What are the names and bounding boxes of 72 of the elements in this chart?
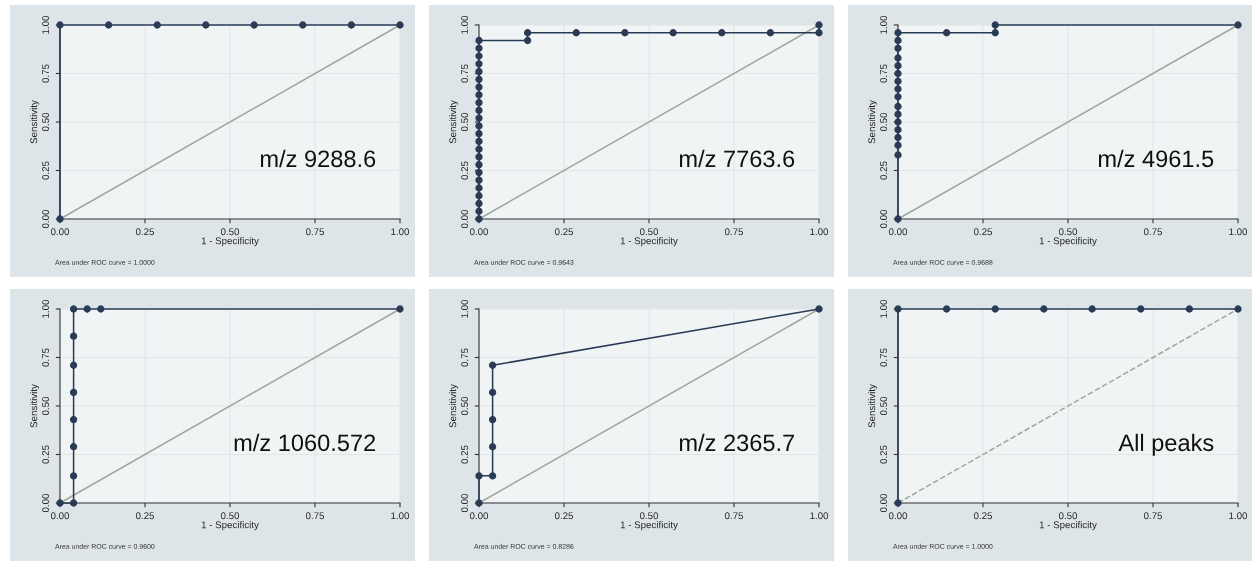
y-tick-label: 0.50	[42, 396, 50, 416]
y-tick-label: 0.25	[880, 445, 888, 464]
x-tick-label: 0.50	[220, 512, 240, 520]
y-axis-title: Sensitivity	[868, 100, 878, 144]
annotation: m/z 9288.6	[260, 149, 376, 168]
annotation: m/z 1060.572	[234, 433, 376, 452]
y-axis-title: Sensitivity	[30, 100, 40, 144]
x-tick-label: 0.75	[724, 512, 744, 520]
x-tick-label: 0.00	[469, 512, 489, 520]
y-tick-label: 0.50	[880, 396, 888, 416]
x-tick-label: 1.00	[1229, 228, 1248, 236]
x-axis-title: 1 - Specificity	[1039, 237, 1097, 247]
y-tick-label: 1.00	[461, 15, 469, 34]
x-tick-label: 0.75	[305, 512, 325, 520]
x-tick-label: 0.25	[973, 228, 993, 236]
x-tick-label: 0.50	[1058, 512, 1078, 520]
y-tick-label: 0.75	[880, 348, 888, 367]
y-tick-label: 0.75	[880, 64, 888, 83]
x-tick-label: 1.00	[810, 512, 829, 520]
y-tick-label: 0.50	[42, 112, 50, 132]
annotation: m/z 2365.7	[679, 433, 795, 452]
x-tick-label: 0.75	[305, 228, 325, 236]
y-tick-label: 0.75	[461, 64, 469, 83]
x-tick-label: 1.00	[391, 228, 410, 236]
x-tick-label: 0.00	[888, 512, 908, 520]
y-tick-label: 0.50	[461, 396, 469, 416]
x-tick-label: 0.50	[639, 512, 659, 520]
x-axis-title: 1 - Specificity	[620, 237, 678, 247]
x-tick-label: 0.00	[888, 228, 908, 236]
annotation: m/z 7763.6	[679, 149, 795, 168]
y-tick-label: 0.50	[880, 112, 888, 132]
y-tick-label: 0.50	[461, 112, 469, 132]
annotation: m/z 4961.5	[1098, 149, 1214, 168]
x-tick-label: 1.00	[810, 228, 829, 236]
y-tick-label: 1.00	[42, 299, 50, 318]
x-tick-label: 1.00	[391, 512, 410, 520]
y-tick-label: 0.25	[42, 161, 50, 180]
x-tick-label: 0.25	[554, 512, 574, 520]
x-tick-label: 0.25	[554, 228, 574, 236]
x-tick-label: 0.50	[220, 228, 240, 236]
x-tick-label: 0.50	[1058, 228, 1078, 236]
x-tick-label: 0.00	[50, 228, 70, 236]
y-axis-title: Sensitivity	[449, 100, 459, 144]
y-tick-label: 0.25	[461, 445, 469, 464]
y-tick-label: 0.25	[42, 445, 50, 464]
y-axis-title: Sensitivity	[868, 384, 878, 428]
y-tick-label: 1.00	[461, 299, 469, 318]
x-tick-label: 0.75	[1143, 228, 1163, 236]
y-tick-label: 0.75	[461, 348, 469, 367]
x-tick-label: 1.00	[1229, 512, 1248, 520]
x-tick-label: 0.25	[135, 228, 155, 236]
x-tick-label: 0.25	[135, 512, 155, 520]
y-axis-title: Sensitivity	[449, 384, 459, 428]
y-tick-label: 0.75	[42, 348, 50, 367]
y-tick-label: 0.75	[42, 64, 50, 83]
x-axis-title: 1 - Specificity	[201, 237, 259, 247]
x-tick-label: 0.00	[469, 228, 489, 236]
x-tick-label: 0.25	[973, 512, 993, 520]
y-tick-label: 0.25	[880, 161, 888, 180]
x-tick-label: 0.50	[639, 228, 659, 236]
y-tick-label: 1.00	[880, 15, 888, 34]
y-tick-label: 1.00	[42, 15, 50, 34]
y-tick-label: 1.00	[880, 299, 888, 318]
y-axis-title: Sensitivity	[30, 384, 40, 428]
x-axis-title: 1 - Specificity	[1039, 521, 1097, 531]
x-tick-label: 0.75	[1143, 512, 1163, 520]
annotation: All peaks	[1118, 433, 1214, 456]
x-tick-label: 0.75	[724, 228, 744, 236]
y-tick-label: 0.25	[461, 161, 469, 180]
x-axis-title: 1 - Specificity	[620, 521, 678, 531]
x-tick-label: 0.00	[50, 512, 70, 520]
x-axis-title: 1 - Specificity	[201, 521, 259, 531]
